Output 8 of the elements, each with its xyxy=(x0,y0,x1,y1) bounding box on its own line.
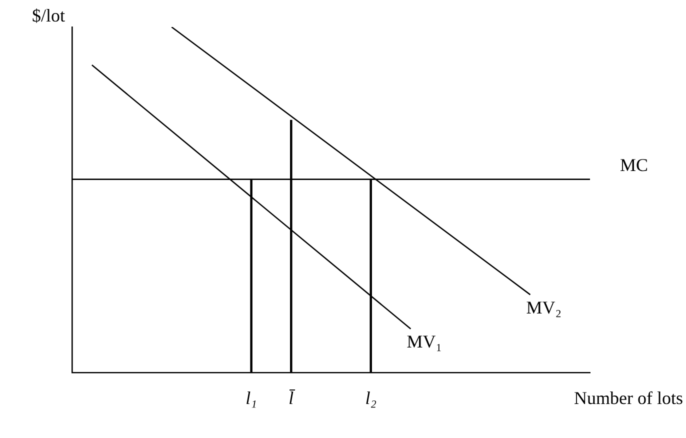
series-label: MV₁ xyxy=(406,332,442,352)
x-tick-label: l̄ xyxy=(288,388,296,408)
x-tick-label: l₁ xyxy=(246,388,257,408)
y-axis-title: $/lot xyxy=(32,6,66,26)
series-label: MC xyxy=(620,155,648,176)
x-axis-title: Number of lots xyxy=(574,388,683,408)
series-label: MV₂ xyxy=(526,297,562,318)
x-tick-label: l₂ xyxy=(365,388,376,408)
